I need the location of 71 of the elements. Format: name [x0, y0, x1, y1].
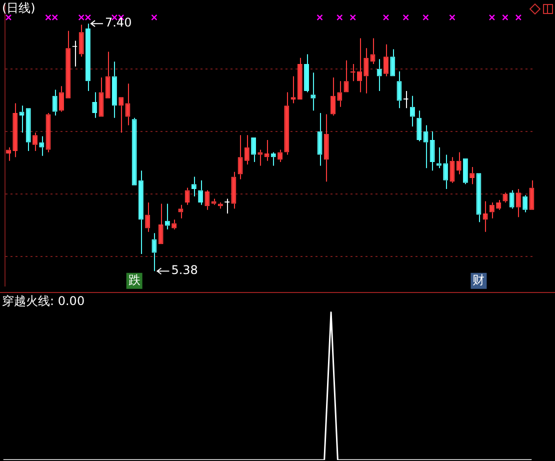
annotation: 5.38: [171, 263, 198, 278]
candlestick: [264, 139, 270, 162]
candlestick: [184, 187, 190, 206]
candlestick: [218, 202, 223, 210]
candlestick: [450, 156, 455, 184]
candlestick: [12, 102, 18, 158]
candlestick: [529, 180, 534, 210]
candlestick: [152, 232, 157, 272]
candlestick: [6, 146, 11, 162]
candlestick: [66, 30, 71, 98]
candlestick: [364, 48, 369, 94]
data-label: 财: [472, 273, 485, 288]
candlestick: [238, 134, 243, 180]
candlestick: [456, 152, 462, 175]
candlestick: [470, 166, 475, 185]
candlestick: [178, 204, 184, 219]
candlestick: [138, 170, 144, 254]
candlestick: [324, 114, 329, 182]
candlestick: [330, 76, 336, 116]
candlestick: [198, 180, 204, 206]
candlestick: [92, 92, 98, 118]
candlestick: [78, 24, 84, 58]
candlestick: [410, 95, 415, 128]
candlestick: [376, 58, 382, 92]
candlestick: [384, 44, 388, 77]
candlestick: [86, 23, 90, 92]
candlestick: [390, 48, 396, 76]
candlestick: [125, 83, 130, 126]
candlestick: [522, 194, 528, 213]
candlestick: [244, 134, 250, 165]
candlestick: [231, 171, 236, 210]
candlestick: [52, 89, 58, 116]
chart-title: 穿越火线: 0.00: [2, 294, 85, 308]
annotation: 7.40: [104, 16, 132, 30]
candlestick: [105, 51, 110, 98]
candlestick: [502, 192, 508, 203]
candlestick: [98, 76, 104, 117]
data-label: 跌: [128, 273, 140, 288]
candlestick: [39, 136, 44, 156]
candlestick: [476, 173, 482, 223]
candlestick: [112, 61, 117, 118]
candlestick: [516, 188, 521, 218]
candlestick: [416, 110, 422, 142]
candlestick: [59, 86, 64, 112]
candlestick: [258, 149, 263, 166]
chart-title: (日线): [2, 1, 36, 16]
candlestick: [270, 152, 276, 166]
candlestick: [482, 200, 488, 232]
candlestick: [164, 203, 170, 230]
candlestick: [224, 198, 230, 214]
candlestick: [443, 154, 448, 190]
candlestick: [496, 200, 502, 210]
candlestick: [290, 76, 296, 104]
candlestick: [357, 38, 362, 93]
candlestick: [337, 80, 342, 108]
candlestick: [118, 97, 124, 134]
candlestick: [403, 90, 408, 109]
candlestick: [423, 124, 428, 169]
candlestick: [310, 72, 316, 112]
candlestick: [317, 112, 322, 166]
candlestick: [158, 203, 164, 244]
candlestick: [32, 132, 38, 152]
candlestick: [430, 130, 435, 172]
candlestick: [304, 54, 310, 93]
candlestick: [204, 190, 210, 210]
candlestick: [509, 190, 514, 210]
candlestick: [26, 108, 31, 152]
candlestick: [251, 138, 256, 163]
candlestick: [145, 202, 150, 232]
candlestick: [297, 57, 302, 100]
candlestick: [284, 92, 290, 156]
